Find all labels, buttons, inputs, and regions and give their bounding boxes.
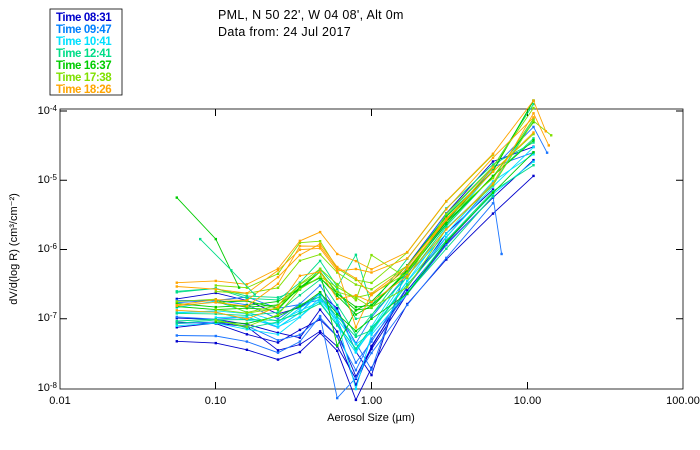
svg-text:100.00: 100.00 <box>666 395 700 407</box>
svg-text:Aerosol Size (µm): Aerosol Size (µm) <box>327 412 415 424</box>
svg-text:Data from: 24 Jul 2017: Data from: 24 Jul 2017 <box>218 25 351 39</box>
svg-text:Time 18:26: Time 18:26 <box>56 84 111 96</box>
svg-text:Time 08:31: Time 08:31 <box>56 12 112 24</box>
svg-text:10.00: 10.00 <box>514 395 542 407</box>
svg-text:1.00: 1.00 <box>361 395 382 407</box>
svg-text:Time 16:37: Time 16:37 <box>56 60 111 72</box>
svg-text:Time 12:41: Time 12:41 <box>56 48 112 60</box>
svg-text:PML, N 50 22', W 04 08', Alt 0: PML, N 50 22', W 04 08', Alt 0m <box>218 8 404 22</box>
svg-text:0.01: 0.01 <box>49 395 70 407</box>
svg-text:Time 17:38: Time 17:38 <box>56 72 112 84</box>
svg-text:Time 09:47: Time 09:47 <box>56 24 111 36</box>
svg-text:dV/d(log R) (cm³/cm⁻²): dV/d(log R) (cm³/cm⁻²) <box>8 193 20 305</box>
svg-text:Time 10:41: Time 10:41 <box>56 36 112 48</box>
svg-text:0.10: 0.10 <box>205 395 226 407</box>
